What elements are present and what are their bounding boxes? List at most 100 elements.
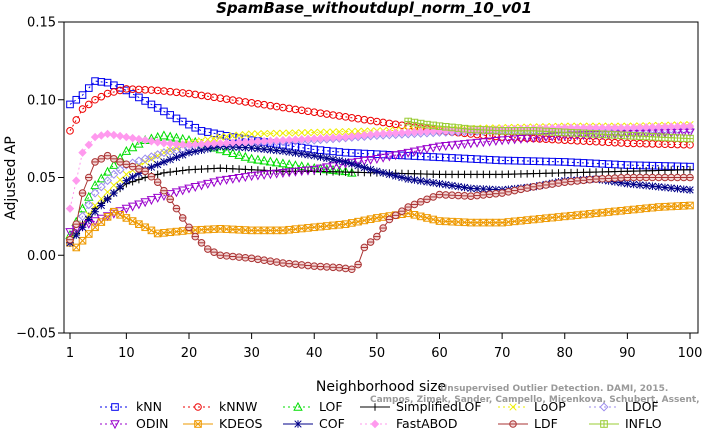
- data-point-ldf: [222, 252, 231, 260]
- data-point-ldf: [661, 173, 669, 182]
- data-point-cof: [91, 207, 99, 216]
- data-point-ldf: [128, 162, 137, 171]
- series-ldf: [66, 151, 694, 274]
- legend-item-fastabod: FastABOD: [360, 416, 458, 431]
- data-point-ldf: [272, 258, 281, 266]
- data-point-odin: [459, 140, 470, 150]
- data-point-knnw: [304, 107, 312, 116]
- data-point-ldf: [454, 191, 463, 200]
- data-point-loop: [122, 170, 131, 179]
- data-point-kdeos: [103, 213, 112, 221]
- data-point-fastabod: [654, 122, 663, 132]
- data-point-odin: [359, 156, 370, 166]
- data-point-kdeos: [72, 243, 81, 252]
- data-point-ldf: [498, 189, 506, 197]
- data-point-fastabod: [253, 137, 263, 146]
- data-point-kdeos: [560, 212, 569, 221]
- data-point-simplifiedlof: [166, 168, 175, 176]
- data-point-fastabod: [416, 127, 425, 137]
- data-point-ldf: [504, 188, 513, 196]
- data-point-cof: [72, 231, 81, 239]
- data-point-cof: [160, 158, 168, 166]
- data-point-knnw: [210, 93, 218, 102]
- data-point-inflo: [673, 134, 682, 142]
- data-point-ldf: [72, 220, 81, 228]
- data-point-odin: [441, 141, 451, 151]
- data-point-ldf: [416, 198, 425, 206]
- data-point-ldf: [373, 232, 381, 241]
- data-point-odin: [265, 170, 276, 180]
- data-point-fastabod: [278, 135, 288, 145]
- data-point-kdeos: [84, 230, 93, 238]
- data-point-inflo: [661, 133, 669, 142]
- data-point-odin: [453, 140, 464, 150]
- legend-label: LDF: [534, 416, 558, 431]
- data-point-cof: [285, 148, 293, 156]
- data-point-ldof: [140, 154, 150, 164]
- data-point-ldf: [66, 235, 74, 244]
- data-point-odin: [165, 190, 175, 200]
- data-point-odin: [290, 167, 301, 177]
- data-point-fastabod: [673, 122, 682, 131]
- data-point-knn: [197, 127, 206, 135]
- data-point-lof: [234, 149, 244, 159]
- legend-item-odin: ODIN: [100, 416, 169, 431]
- x-tick-label: 50: [369, 346, 386, 361]
- data-point-cof: [441, 180, 450, 189]
- data-point-cof: [379, 169, 387, 177]
- legend-label: FastABOD: [396, 416, 458, 431]
- data-point-cof: [435, 179, 444, 188]
- data-point-kdeos: [147, 226, 156, 235]
- data-point-kdeos: [366, 215, 375, 223]
- data-point-cof: [423, 178, 431, 186]
- data-point-odin: [121, 204, 132, 214]
- data-point-cof: [247, 144, 256, 152]
- data-point-fastabod: [109, 130, 119, 140]
- data-point-ldf: [604, 174, 613, 183]
- data-point-fastabod: [310, 134, 319, 143]
- data-point-cof: [78, 223, 87, 232]
- data-point-odin: [472, 138, 482, 148]
- x-tick-label: 70: [494, 346, 511, 361]
- data-point-ldf: [160, 186, 168, 195]
- data-point-fastabod: [341, 132, 350, 142]
- data-point-simplifiedlof: [686, 165, 694, 174]
- data-point-ldf: [542, 181, 550, 189]
- data-point-kdeos: [429, 215, 438, 224]
- data-point-lof: [96, 173, 107, 183]
- x-tick-label: 1: [66, 346, 74, 361]
- data-point-cof: [172, 153, 181, 162]
- data-point-fastabod: [178, 140, 187, 149]
- data-point-inflo: [686, 134, 694, 143]
- data-point-odin: [491, 137, 501, 146]
- data-point-odin: [278, 169, 288, 179]
- data-point-ldf: [429, 193, 438, 201]
- y-tick-label: 0.00: [27, 249, 56, 264]
- data-point-odin: [240, 173, 251, 183]
- legend-label: ODIN: [136, 416, 169, 431]
- data-point-cof: [366, 165, 375, 174]
- legend-label: SimplifiedLOF: [396, 399, 482, 414]
- data-point-loop: [329, 128, 337, 136]
- data-point-loop: [204, 135, 212, 144]
- data-point-ldf: [147, 172, 156, 181]
- data-point-fastabod: [153, 138, 162, 147]
- data-point-loop: [291, 129, 300, 137]
- data-point-ldf: [479, 191, 488, 199]
- data-point-ldf: [235, 253, 243, 261]
- legend: kNN kNNW LOF SimplifiedLOF LoOP LDOF ODIN KDEOS…: [100, 399, 662, 431]
- data-point-kdeos: [128, 217, 137, 225]
- data-point-knnw: [686, 141, 694, 149]
- data-point-ldf: [686, 173, 694, 182]
- data-point-ldf: [523, 184, 531, 192]
- data-point-fastabod: [297, 135, 306, 144]
- data-point-cof: [416, 177, 425, 185]
- y-axis: −0.05 0.00 0.05 0.10 0.15: [16, 16, 64, 342]
- data-point-fastabod: [635, 123, 645, 132]
- data-point-fastabod: [648, 122, 657, 132]
- data-point-ldf: [172, 204, 181, 213]
- data-point-cof: [322, 154, 331, 163]
- data-point-cof: [391, 172, 400, 180]
- data-point-ldf: [548, 180, 557, 188]
- data-point-ldf: [291, 260, 300, 269]
